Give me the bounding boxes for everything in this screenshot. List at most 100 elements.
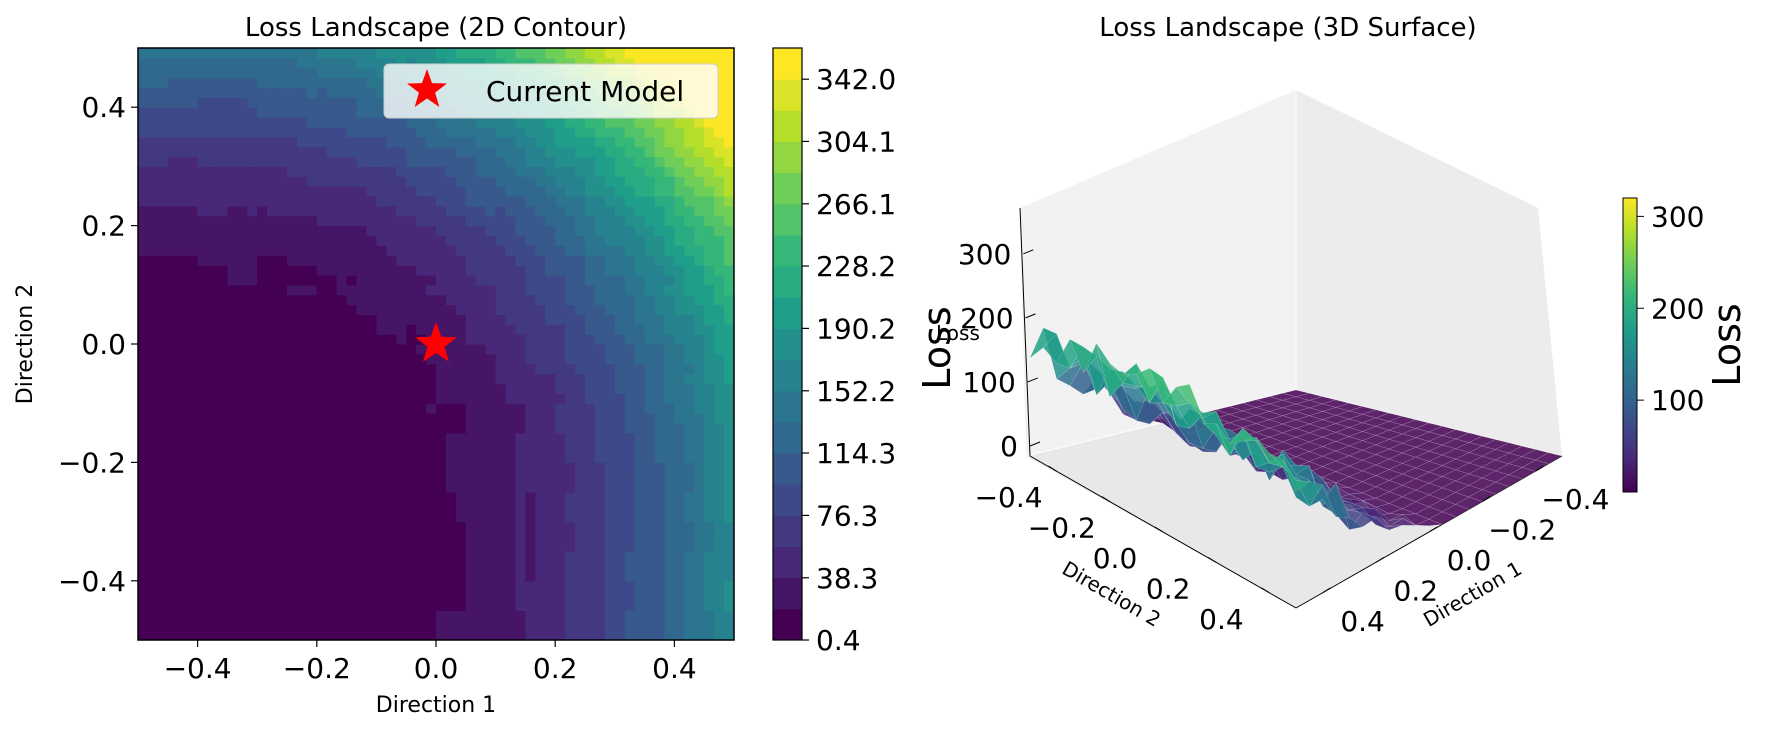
contour-cell: [177, 97, 189, 108]
contour-cell: [634, 166, 646, 177]
contour-cell: [525, 48, 536, 59]
contour-cell: [227, 225, 238, 237]
contour-cell: [326, 353, 338, 365]
legend-label-current-model: Current Model: [486, 75, 684, 108]
contour-cell: [376, 274, 387, 286]
contour-cell: [237, 492, 248, 503]
contour-cell: [386, 511, 397, 523]
contour-cell: [227, 413, 238, 424]
contour-cell: [495, 541, 507, 552]
contour-cell: [545, 590, 556, 602]
contour-cell: [227, 344, 238, 355]
contour-cell: [406, 620, 417, 631]
contour-cell: [416, 284, 427, 296]
contour-cell: [227, 235, 238, 246]
contour-cell: [465, 630, 477, 640]
contour-cell: [565, 334, 576, 345]
contour-cell: [287, 492, 298, 503]
contour-cell: [237, 166, 248, 177]
contour-cell: [306, 334, 318, 345]
contour-cell: [455, 413, 467, 424]
contour-cell: [485, 363, 497, 375]
contour-cell: [704, 353, 715, 365]
contour-cell: [316, 363, 328, 375]
contour-cell: [356, 284, 368, 296]
contour-cell: [267, 541, 278, 552]
contour-cell: [138, 363, 149, 375]
contour-cell: [505, 284, 517, 296]
contour-cell: [694, 561, 705, 572]
contour-cell: [465, 235, 477, 246]
contour-cell: [336, 403, 348, 414]
contour-cell: [147, 274, 159, 286]
contour-cell: [585, 344, 596, 355]
contour-cell: [654, 324, 666, 335]
contour-cell: [366, 97, 377, 108]
contour-cell: [614, 48, 626, 59]
contour-cell: [237, 186, 248, 197]
contour-cell: [594, 235, 606, 246]
contour-cell: [376, 265, 387, 276]
contour-cell: [724, 136, 734, 148]
contour-cell: [594, 304, 606, 315]
contour-cell: [624, 570, 636, 582]
contour-cell: [664, 57, 675, 69]
contour-cell: [654, 630, 666, 640]
contour-cell: [197, 294, 209, 306]
contour-cell: [684, 156, 695, 167]
contour-cell: [167, 117, 179, 128]
contour-cell: [485, 452, 497, 463]
contour-cell: [197, 205, 209, 217]
contour-cell: [306, 580, 318, 592]
contour-cell: [426, 136, 437, 148]
contour-cell: [177, 492, 189, 503]
contour-cell: [336, 452, 348, 463]
contour-cell: [396, 600, 407, 611]
contour-cell: [585, 196, 596, 207]
contour-cell: [555, 383, 566, 394]
contour-cell: [386, 265, 397, 276]
contour-cell: [594, 205, 606, 217]
contour-cell: [436, 620, 447, 631]
contour-cell: [197, 541, 209, 552]
contour-cell: [565, 383, 576, 394]
contour-cell: [257, 245, 268, 256]
contour-cell: [604, 580, 616, 592]
contour-cell: [207, 186, 219, 197]
contour-cell: [376, 422, 387, 434]
contour-cell: [465, 442, 477, 454]
contour-cell: [326, 77, 338, 89]
contour-cell: [585, 610, 596, 621]
contour-cell: [207, 77, 219, 89]
contour-cell: [714, 511, 725, 523]
contour-cell: [535, 422, 546, 434]
contour-cell: [694, 294, 705, 306]
contour-cell: [287, 501, 298, 513]
contour-cell: [167, 344, 179, 355]
contour-cell: [277, 462, 288, 473]
contour-cell: [694, 383, 705, 394]
contour-cell: [495, 294, 507, 306]
contour-cell: [674, 235, 685, 246]
contour-cell: [277, 432, 288, 444]
contour-cell: [366, 156, 377, 167]
contour-cell: [724, 492, 734, 503]
contour-cell: [187, 156, 199, 167]
contour-cell: [247, 353, 258, 365]
contour-cell: [515, 344, 526, 355]
contour-cell: [147, 255, 159, 266]
contour-cell: [197, 353, 209, 365]
contour-cell: [296, 570, 308, 582]
contour-cell: [356, 383, 368, 394]
contour-cell: [455, 541, 467, 552]
contour-cell: [545, 235, 556, 246]
contour-cell: [714, 413, 725, 424]
contour-cell: [485, 393, 497, 404]
contour-cell: [604, 561, 616, 572]
contour-cell: [545, 205, 556, 217]
contour-cell: [356, 521, 368, 533]
contour-cell: [247, 87, 258, 98]
contour-cell: [227, 452, 238, 463]
contour-cell: [495, 225, 507, 237]
contour-cell: [714, 225, 725, 237]
